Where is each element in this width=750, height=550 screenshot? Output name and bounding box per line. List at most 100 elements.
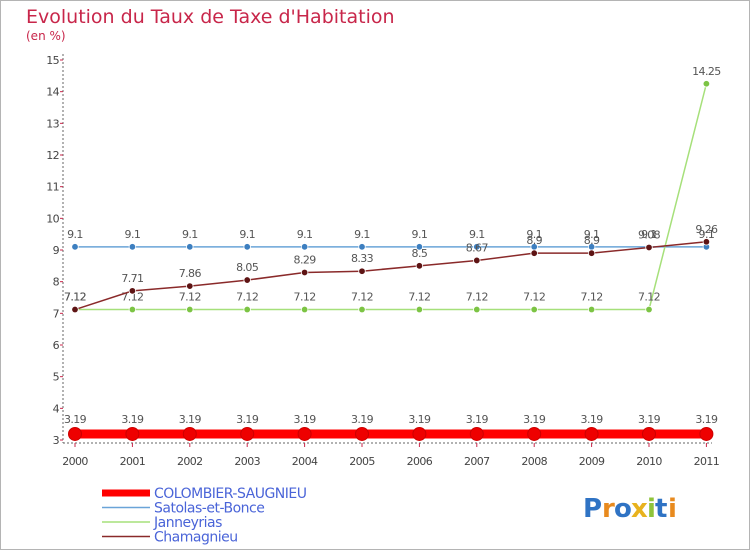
data-label: 9.1 — [354, 228, 370, 241]
data-label: 9.1 — [297, 228, 313, 241]
series-chamagnieu: 7.12 7.71 7.86 8.05 8.29 8.33 8.5 8.67 8.9 8.9 9.0… — [64, 223, 719, 314]
x-tick-label: 2001 — [120, 455, 146, 468]
data-point — [300, 243, 309, 251]
data-point — [71, 305, 79, 314]
data-point — [358, 243, 366, 251]
data-point — [473, 256, 481, 265]
y-tick-label: 15 — [46, 54, 59, 67]
x-tick-label: 2009 — [579, 455, 605, 468]
data-label: 7.12 — [64, 291, 86, 304]
data-label: 8.67 — [466, 241, 489, 254]
data-label: 3.19 — [695, 413, 718, 426]
data-point — [584, 426, 599, 441]
x-tick-label: 2005 — [349, 455, 375, 468]
data-point — [128, 305, 137, 314]
data-label: 8.9 — [584, 234, 600, 247]
series-line — [74, 83, 708, 311]
data-point — [469, 426, 484, 441]
data-point — [412, 426, 427, 441]
x-tick-label: 2006 — [407, 455, 433, 468]
data-label: 7.12 — [236, 291, 258, 304]
data-label: 9.1 — [125, 228, 141, 241]
data-label: 3.19 — [121, 413, 144, 426]
data-label: 7.12 — [351, 291, 373, 304]
series-colombier-saugnieu: 3.19 3.19 3.19 3.19 3.19 3.19 3.19 3.19 3.19 3.19… — [64, 413, 719, 441]
axes: 3 4 5 6 7 8 9 10 11 12 13 14 15 2000 2001 2002 2003 2004 2… — [46, 54, 720, 468]
data-label: 9.1 — [526, 228, 542, 241]
legend: COLOMBIER-SAUGNIEUSatolas-et-BonceJanney… — [102, 486, 307, 546]
series-line — [74, 241, 708, 311]
data-label: 7.12 — [121, 291, 143, 304]
data-point — [68, 426, 82, 441]
data-point — [642, 426, 656, 441]
data-label: 8.9 — [526, 234, 542, 247]
data-label: 7.12 — [64, 291, 86, 304]
x-tick-label: 2003 — [234, 455, 260, 468]
data-point — [243, 276, 251, 284]
data-label: 9.1 — [239, 228, 255, 241]
data-point — [527, 426, 542, 441]
data-point — [243, 305, 251, 314]
data-label: 9.1 — [699, 228, 715, 241]
y-tick-label: 7 — [53, 307, 60, 320]
data-label: 9.1 — [182, 228, 198, 241]
data-point — [186, 305, 194, 314]
x-tick-label: 2011 — [694, 455, 720, 468]
logo-letter: P — [583, 494, 602, 524]
x-tick-label: 2008 — [521, 455, 547, 468]
data-label: 7.12 — [179, 291, 201, 304]
data-point — [300, 305, 309, 314]
y-tick-label: 4 — [53, 402, 60, 415]
data-label: 7.12 — [638, 291, 660, 304]
data-label: 14.25 — [692, 65, 721, 78]
legend-label: Janneyrias — [153, 515, 222, 531]
data-point — [125, 426, 140, 441]
data-label: 3.19 — [236, 413, 259, 426]
data-label: 3.19 — [64, 413, 87, 426]
data-label: 9.1 — [584, 228, 600, 241]
data-label: 3.19 — [351, 413, 374, 426]
data-label: 3.19 — [179, 413, 202, 426]
data-label: 9.1 — [469, 228, 485, 241]
data-point — [128, 287, 137, 295]
y-tick-label: 10 — [46, 212, 59, 225]
data-label: 9.1 — [641, 228, 657, 241]
data-label: 7.86 — [179, 267, 202, 280]
y-tick-label: 12 — [46, 149, 59, 162]
data-point — [645, 305, 653, 314]
logo-letter: x — [631, 494, 648, 524]
data-point — [186, 243, 194, 251]
data-label: 8.33 — [351, 252, 374, 265]
data-point — [530, 305, 538, 314]
data-label: 9.26 — [695, 223, 718, 236]
data-label: 7.12 — [294, 291, 316, 304]
data-label: 7.12 — [408, 291, 430, 304]
logo-letter: i — [647, 494, 656, 524]
data-label: 7.71 — [121, 272, 143, 285]
data-label: 3.19 — [581, 413, 604, 426]
series-layer: 3.19 3.19 3.19 3.19 3.19 3.19 3.19 3.19 3.19 3.19… — [64, 65, 722, 441]
logo-letter: o — [614, 494, 632, 524]
data-point — [702, 238, 711, 246]
data-point — [297, 426, 312, 441]
x-tick-label: 2010 — [636, 455, 662, 468]
data-point — [415, 243, 424, 251]
data-label: 8.05 — [236, 261, 259, 274]
data-point — [128, 243, 137, 251]
data-label: 3.19 — [638, 413, 661, 426]
data-label: 3.19 — [523, 413, 546, 426]
y-tick-label: 13 — [46, 117, 59, 130]
logo-letter: r — [602, 494, 615, 524]
y-tick-label: 9 — [53, 244, 60, 257]
data-point — [415, 305, 424, 314]
data-label: 3.19 — [408, 413, 431, 426]
data-point — [355, 426, 369, 441]
x-tick-label: 2000 — [62, 455, 88, 468]
logo-letter: t — [655, 494, 667, 524]
x-tick-label: 2004 — [292, 455, 318, 468]
legend-label: Satolas-et-Bonce — [154, 501, 264, 517]
y-tick-label: 11 — [46, 181, 59, 194]
data-point — [473, 243, 481, 251]
